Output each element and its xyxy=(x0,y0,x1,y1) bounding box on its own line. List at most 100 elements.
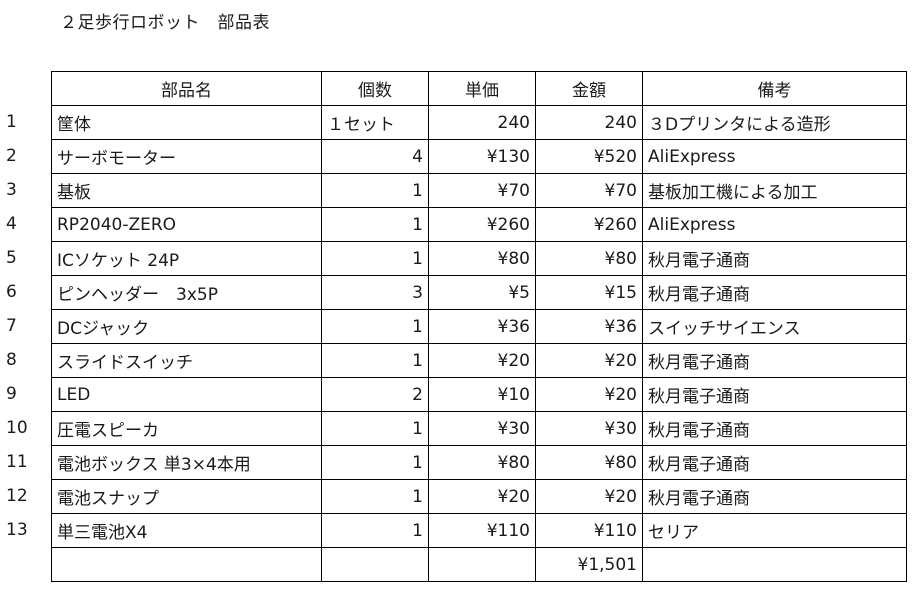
row-number: 3 xyxy=(6,180,17,200)
quantity-cell: 3 xyxy=(321,275,429,310)
amount-cell: ¥15 xyxy=(535,275,643,310)
unit-price-cell: ¥36 xyxy=(428,309,536,344)
quantity-cell: 2 xyxy=(321,377,429,412)
part-name-cell: 電池スナップ xyxy=(51,479,322,514)
quantity-cell: 1 xyxy=(321,241,429,276)
empty-cell xyxy=(51,547,322,582)
row-number: 8 xyxy=(6,350,17,370)
notes-cell: スイッチサイエンス xyxy=(642,309,907,344)
header-row: 部品名 個数 単価 金額 備考 xyxy=(51,71,907,106)
notes-cell: 秋月電子通商 xyxy=(642,343,907,378)
unit-price-cell: ¥80 xyxy=(428,241,536,276)
unit-price-cell: ¥260 xyxy=(428,207,536,242)
row-number: 7 xyxy=(6,316,17,336)
amount-cell: 240 xyxy=(535,105,643,140)
notes-cell: AliExpress xyxy=(642,207,907,242)
unit-price-cell: ¥70 xyxy=(428,173,536,208)
quantity-cell: １セット xyxy=(321,105,429,140)
table-row: RP2040-ZERO 1 ¥260 ¥260 AliExpress xyxy=(51,207,907,242)
notes-cell: 秋月電子通商 xyxy=(642,241,907,276)
amount-cell: ¥20 xyxy=(535,479,643,514)
header-amount: 金額 xyxy=(535,71,643,106)
unit-price-cell: ¥30 xyxy=(428,411,536,446)
row-number-column: 1 2 3 4 5 6 7 8 9 10 11 12 13 xyxy=(0,105,40,547)
amount-cell: ¥520 xyxy=(535,139,643,174)
notes-cell: セリア xyxy=(642,513,907,548)
unit-price-cell: ¥80 xyxy=(428,445,536,480)
header-quantity: 個数 xyxy=(321,71,429,106)
part-name-cell: RP2040-ZERO xyxy=(51,207,322,242)
quantity-cell: 1 xyxy=(321,445,429,480)
table-row: 筐体 １セット 240 240 ３Dプリンタによる造形 xyxy=(51,105,907,140)
row-number: 5 xyxy=(6,248,17,268)
part-name-cell: ICソケット 24P xyxy=(51,241,322,276)
amount-cell: ¥260 xyxy=(535,207,643,242)
empty-cell xyxy=(321,547,429,582)
row-number: 12 xyxy=(6,486,28,506)
part-name-cell: DCジャック xyxy=(51,309,322,344)
part-name-cell: 圧電スピーカ xyxy=(51,411,322,446)
document-title: ２足歩行ロボット 部品表 xyxy=(60,13,270,33)
notes-cell: 基板加工機による加工 xyxy=(642,173,907,208)
amount-cell: ¥80 xyxy=(535,241,643,276)
table-row: 電池スナップ 1 ¥20 ¥20 秋月電子通商 xyxy=(51,479,907,514)
notes-cell: 秋月電子通商 xyxy=(642,445,907,480)
unit-price-cell: 240 xyxy=(428,105,536,140)
amount-cell: ¥70 xyxy=(535,173,643,208)
table-row: ICソケット 24P 1 ¥80 ¥80 秋月電子通商 xyxy=(51,241,907,276)
part-name-cell: ピンヘッダー 3x5P xyxy=(51,275,322,310)
part-name-cell: LED xyxy=(51,377,322,412)
amount-cell: ¥30 xyxy=(535,411,643,446)
parts-table: 部品名 個数 単価 金額 備考 筐体 １セット 240 240 ３Dプリンタによ… xyxy=(51,71,907,582)
header-unit-price: 単価 xyxy=(428,71,536,106)
amount-cell: ¥80 xyxy=(535,445,643,480)
row-number: 9 xyxy=(6,384,17,404)
row-number: 13 xyxy=(6,520,28,540)
quantity-cell: 4 xyxy=(321,139,429,174)
part-name-cell: 電池ボックス 単3×4本用 xyxy=(51,445,322,480)
notes-cell: 秋月電子通商 xyxy=(642,377,907,412)
notes-cell: 秋月電子通商 xyxy=(642,275,907,310)
part-name-cell: サーボモーター xyxy=(51,139,322,174)
empty-cell xyxy=(642,547,907,582)
row-number: 4 xyxy=(6,214,17,234)
notes-cell: ３Dプリンタによる造形 xyxy=(642,105,907,140)
table-row: スライドスイッチ 1 ¥20 ¥20 秋月電子通商 xyxy=(51,343,907,378)
quantity-cell: 1 xyxy=(321,207,429,242)
notes-cell: AliExpress xyxy=(642,139,907,174)
row-number: 10 xyxy=(6,418,28,438)
amount-cell: ¥110 xyxy=(535,513,643,548)
table-row: 基板 1 ¥70 ¥70 基板加工機による加工 xyxy=(51,173,907,208)
part-name-cell: スライドスイッチ xyxy=(51,343,322,378)
quantity-cell: 1 xyxy=(321,479,429,514)
table-row: ピンヘッダー 3x5P 3 ¥5 ¥15 秋月電子通商 xyxy=(51,275,907,310)
quantity-cell: 1 xyxy=(321,513,429,548)
quantity-cell: 1 xyxy=(321,173,429,208)
unit-price-cell: ¥110 xyxy=(428,513,536,548)
table-row: 単三電池X4 1 ¥110 ¥110 セリア xyxy=(51,513,907,548)
table-row: サーボモーター 4 ¥130 ¥520 AliExpress xyxy=(51,139,907,174)
quantity-cell: 1 xyxy=(321,343,429,378)
amount-cell: ¥36 xyxy=(535,309,643,344)
amount-cell: ¥20 xyxy=(535,377,643,412)
quantity-cell: 1 xyxy=(321,411,429,446)
header-part-name: 部品名 xyxy=(51,71,322,106)
total-amount-cell: ¥1,501 xyxy=(535,547,643,582)
table-row: 電池ボックス 単3×4本用 1 ¥80 ¥80 秋月電子通商 xyxy=(51,445,907,480)
table-row: 圧電スピーカ 1 ¥30 ¥30 秋月電子通商 xyxy=(51,411,907,446)
total-row: ¥1,501 xyxy=(51,547,907,582)
unit-price-cell: ¥10 xyxy=(428,377,536,412)
row-number: 11 xyxy=(6,452,28,472)
part-name-cell: 基板 xyxy=(51,173,322,208)
amount-cell: ¥20 xyxy=(535,343,643,378)
unit-price-cell: ¥5 xyxy=(428,275,536,310)
row-number: 6 xyxy=(6,282,17,302)
empty-cell xyxy=(428,547,536,582)
unit-price-cell: ¥130 xyxy=(428,139,536,174)
unit-price-cell: ¥20 xyxy=(428,479,536,514)
table-row: DCジャック 1 ¥36 ¥36 スイッチサイエンス xyxy=(51,309,907,344)
row-number: 1 xyxy=(6,112,17,132)
quantity-cell: 1 xyxy=(321,309,429,344)
row-number: 2 xyxy=(6,146,17,166)
part-name-cell: 単三電池X4 xyxy=(51,513,322,548)
